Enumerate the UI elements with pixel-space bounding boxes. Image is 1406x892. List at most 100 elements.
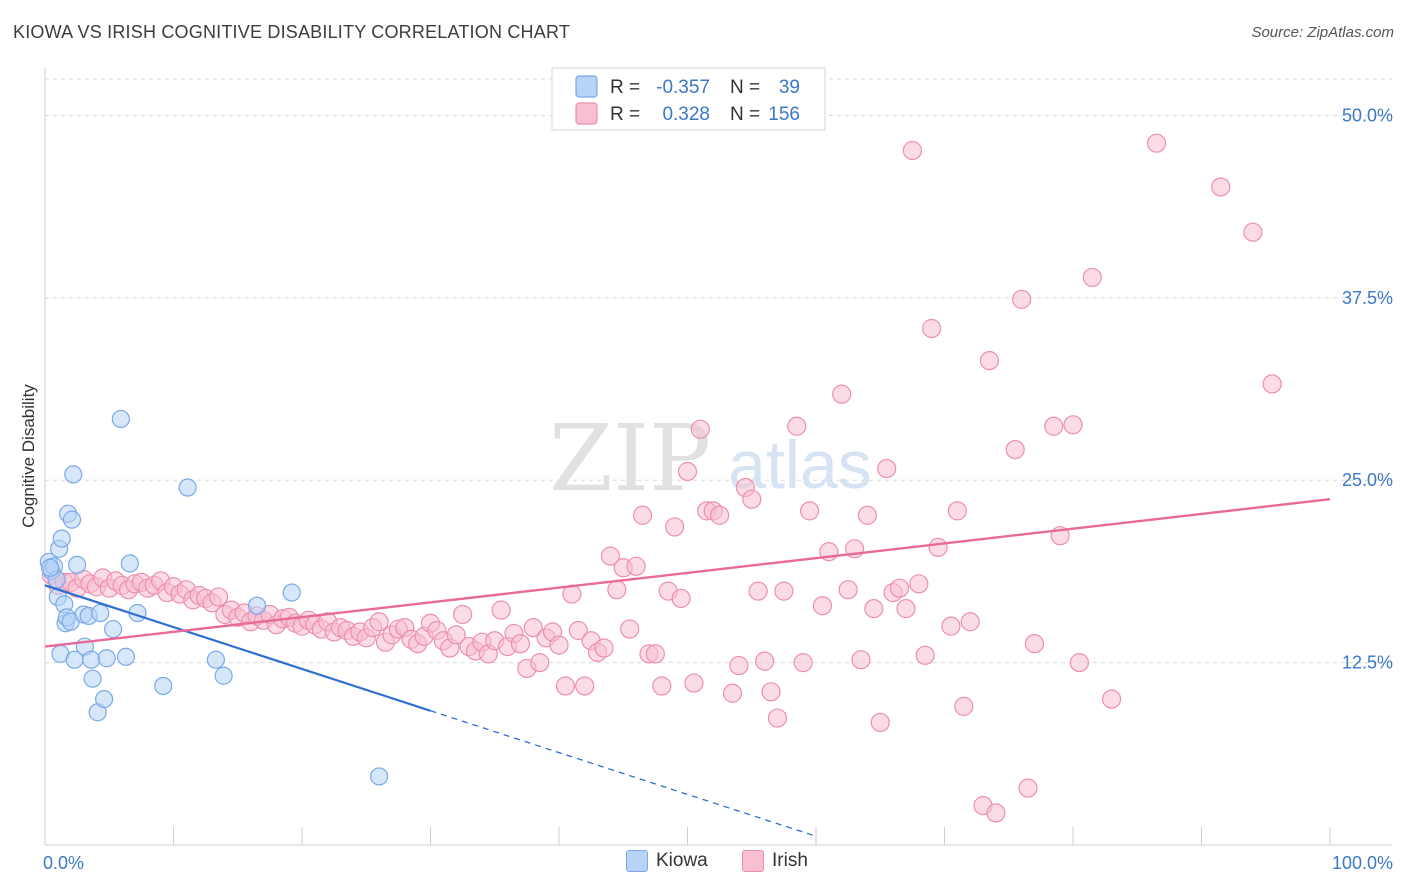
kiowa-trend-extension xyxy=(430,710,817,837)
kiowa-point xyxy=(95,689,114,709)
irish-point xyxy=(369,612,389,632)
x-tick-label-min: 0.0% xyxy=(43,853,84,873)
legend-irish-swatch xyxy=(575,102,598,125)
kiowa-point xyxy=(206,650,226,669)
irish-point xyxy=(555,676,576,696)
irish-point xyxy=(954,696,974,716)
legend-swatch-irish xyxy=(742,850,764,872)
legend-kiowa-r-value: -0.357 xyxy=(656,77,710,98)
kiowa-point xyxy=(68,555,87,574)
irish-point xyxy=(889,578,910,598)
irish-point xyxy=(896,599,916,619)
kiowa-point xyxy=(214,666,233,685)
watermark: ZIP atlas xyxy=(549,405,872,512)
irish-point xyxy=(523,618,543,638)
kiowa-point xyxy=(120,554,139,573)
irish-point xyxy=(1101,689,1122,709)
source-label: Source: ZipAtlas.com xyxy=(1251,24,1394,41)
irish-point xyxy=(877,458,897,479)
y-axis-title: Cognitive Disability xyxy=(19,384,38,528)
irish-point xyxy=(922,318,942,339)
irish-point xyxy=(1243,222,1263,242)
legend-kiowa-n-value: 39 xyxy=(779,77,800,98)
kiowa-point xyxy=(111,409,130,429)
legend-kiowa-r-label: R = xyxy=(610,77,640,98)
x-tick-label-max: 100.0% xyxy=(1332,853,1393,873)
trend-lines xyxy=(44,498,1331,837)
irish-point xyxy=(793,653,813,673)
irish-point xyxy=(832,384,852,404)
irish-point xyxy=(690,419,710,439)
irish-point xyxy=(767,708,788,728)
kiowa-point xyxy=(97,649,116,668)
irish-point xyxy=(870,712,890,733)
irish-point xyxy=(928,537,948,557)
legend-irish-r-value: 0.328 xyxy=(662,104,710,125)
irish-point xyxy=(754,651,775,671)
irish-point xyxy=(1082,267,1102,288)
irish-point xyxy=(453,604,473,625)
irish-point xyxy=(652,676,672,696)
irish-point xyxy=(626,556,646,576)
irish-point xyxy=(607,580,627,600)
irish-point xyxy=(722,683,743,703)
irish-point xyxy=(549,635,569,655)
irish-point xyxy=(665,517,685,537)
irish-point xyxy=(1063,415,1083,435)
irish-point xyxy=(864,599,884,619)
axes xyxy=(44,68,1392,846)
irish-point xyxy=(902,140,922,161)
irish-point xyxy=(684,673,704,693)
irish-point xyxy=(446,625,466,645)
irish-point xyxy=(774,581,794,601)
irish-point xyxy=(838,580,858,600)
x-ticks xyxy=(173,827,1331,845)
kiowa-point xyxy=(83,669,102,688)
irish-point xyxy=(1005,439,1025,460)
watermark-zip: ZIP xyxy=(549,405,711,512)
kiowa-point xyxy=(64,465,83,484)
legend-swatch-kiowa xyxy=(626,850,648,872)
irish-point xyxy=(208,587,229,607)
irish-point xyxy=(729,655,749,676)
irish-point xyxy=(645,644,665,664)
irish-point xyxy=(857,505,878,525)
legend-label-irish: Irish xyxy=(772,850,808,871)
irish-point xyxy=(1069,653,1090,673)
legend-item-kiowa: Kiowa xyxy=(626,850,708,872)
kiowa-point xyxy=(116,647,136,666)
grid-lines xyxy=(45,78,1392,664)
legend-kiowa-swatch xyxy=(575,75,598,98)
irish-point xyxy=(941,616,961,636)
kiowa-point xyxy=(282,583,301,602)
irish-point xyxy=(947,501,967,521)
irish-point xyxy=(1044,416,1064,436)
kiowa-point xyxy=(370,767,389,786)
legend-irish-n-value: 156 xyxy=(768,104,800,125)
kiowa-point xyxy=(154,676,173,696)
irish-point xyxy=(677,461,698,482)
kiowa-point xyxy=(82,650,101,669)
kiowa-point xyxy=(104,619,123,639)
legend-kiowa-n-label: N = xyxy=(730,77,760,98)
legend-irish-r-label: R = xyxy=(610,104,640,125)
irish-point xyxy=(1011,289,1032,309)
kiowa-point xyxy=(178,478,197,497)
irish-point xyxy=(671,588,691,609)
y-tick-label: 25.0% xyxy=(1342,470,1393,490)
irish-point xyxy=(510,634,531,654)
irish-point xyxy=(742,489,762,509)
irish-point xyxy=(851,650,871,670)
kiowa-point xyxy=(62,510,82,529)
irish-point xyxy=(960,612,980,632)
irish-point xyxy=(632,505,653,525)
irish-point xyxy=(530,653,550,673)
chart-title: KIOWA VS IRISH COGNITIVE DISABILITY CORR… xyxy=(13,22,571,42)
irish-point xyxy=(761,682,781,702)
kiowa-point xyxy=(41,558,60,577)
irish-point xyxy=(1146,133,1167,153)
irish-point xyxy=(710,505,730,525)
irish-point xyxy=(575,676,595,696)
bottom-legend: Kiowa Irish xyxy=(0,850,1406,880)
